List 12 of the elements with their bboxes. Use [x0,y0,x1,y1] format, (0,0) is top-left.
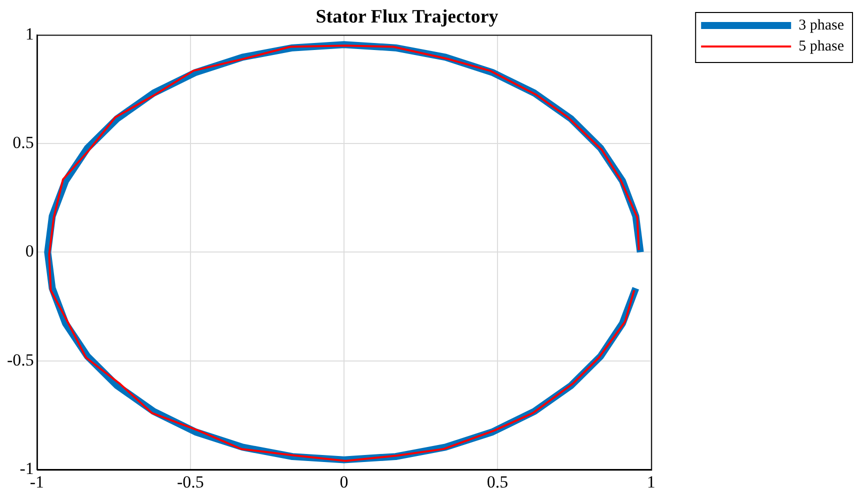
text: 3 phase [798,17,844,34]
y-tick-label: 1 [25,24,34,44]
y-tick-label: 0.5 [12,132,34,152]
y-tick-label: -0.5 [6,350,34,370]
chart-title: Stator Flux Trajectory [316,6,499,28]
x-tick-label: 1 [646,472,656,492]
y-tick-label: 0 [25,242,34,261]
y-tick-label: -1 [20,459,34,478]
text: 5 phase [798,38,844,54]
x-tick-label: 0.5 [486,472,508,492]
x-tick-label: -0.5 [176,472,204,492]
x-tick-label: 0 [340,472,348,492]
